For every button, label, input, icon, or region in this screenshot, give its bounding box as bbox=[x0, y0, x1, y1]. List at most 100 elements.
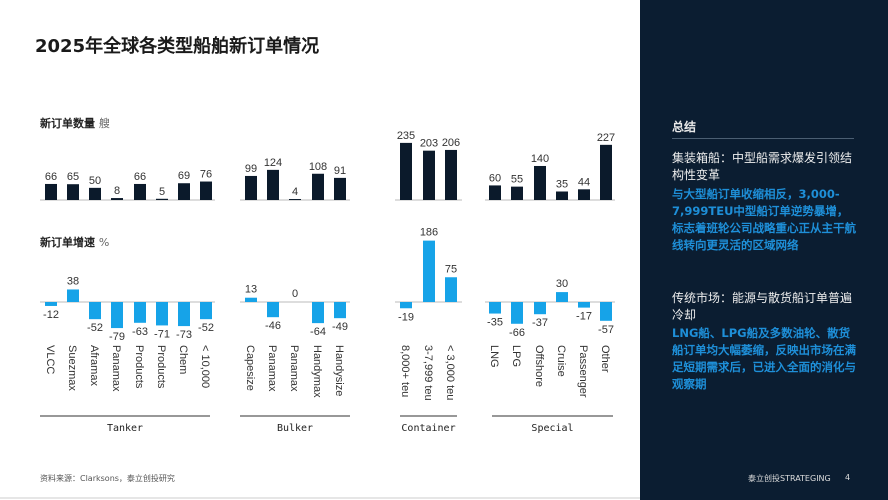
bar-count bbox=[178, 183, 190, 200]
bar-growth bbox=[67, 289, 79, 302]
chart1-title: 新订单数量 艘 bbox=[40, 115, 110, 131]
data-label: 99 bbox=[245, 163, 257, 175]
category-label: Handymax bbox=[311, 345, 323, 398]
data-label: -63 bbox=[132, 326, 148, 338]
page-number: 4 bbox=[845, 473, 851, 482]
data-label: 140 bbox=[531, 153, 549, 165]
category-label: Panamax bbox=[110, 345, 122, 392]
data-label: -12 bbox=[43, 309, 59, 321]
category-label: Products bbox=[155, 345, 167, 389]
summary-body-2: LNG船、LPG船及多数油轮、散货船订单均大幅萎缩，反映出市场在满足短期需求后，… bbox=[672, 326, 856, 391]
category-label: Cruise bbox=[555, 345, 567, 377]
group-label: Bulker bbox=[276, 423, 314, 434]
data-label: 35 bbox=[556, 178, 568, 190]
bar-count bbox=[156, 198, 168, 200]
data-label: 30 bbox=[556, 278, 568, 290]
category-label: LPG bbox=[510, 345, 522, 368]
bar-count bbox=[89, 187, 101, 200]
category-label: Other bbox=[599, 345, 611, 373]
data-label: -66 bbox=[509, 327, 525, 339]
data-label: 5 bbox=[159, 186, 165, 198]
bar-count bbox=[489, 185, 501, 200]
bar-count bbox=[267, 169, 279, 200]
bar-count bbox=[534, 165, 546, 200]
bar-count bbox=[556, 191, 568, 200]
data-label: -57 bbox=[598, 324, 614, 336]
bar-growth bbox=[489, 302, 501, 314]
category-label: Offshore bbox=[533, 345, 545, 387]
data-label: 69 bbox=[178, 170, 190, 182]
bar-growth bbox=[400, 302, 412, 309]
bar-count bbox=[600, 144, 612, 200]
bar-count bbox=[400, 142, 412, 200]
bar-count bbox=[67, 184, 79, 200]
bar-growth bbox=[89, 302, 101, 320]
bar-growth bbox=[200, 302, 212, 320]
data-label: 55 bbox=[511, 174, 523, 186]
bar-count bbox=[289, 199, 301, 201]
bar-growth bbox=[267, 302, 279, 318]
bar-count bbox=[245, 175, 257, 200]
bar-count bbox=[511, 186, 523, 200]
data-label: 13 bbox=[245, 284, 257, 296]
bar-count bbox=[45, 183, 57, 200]
bar-growth bbox=[600, 302, 612, 321]
data-label: -37 bbox=[532, 317, 548, 329]
bar-growth bbox=[534, 302, 546, 315]
bar-count bbox=[578, 189, 590, 200]
category-label: Capesize bbox=[244, 345, 256, 391]
bar-charts: 66 65 50 8 66 5 69 76 99 124 4 108 91 235 203 206 60 55 14… bbox=[0, 130, 640, 499]
data-label: -52 bbox=[87, 322, 103, 334]
category-label: Chem bbox=[177, 345, 189, 375]
bar-growth bbox=[178, 302, 190, 327]
summary-heading-1: 集装箱船：中型船需求爆发引领结构性变革 bbox=[672, 151, 853, 182]
data-label: 75 bbox=[445, 263, 457, 275]
chart2-unit: % bbox=[98, 236, 110, 249]
bar-growth bbox=[511, 302, 523, 324]
data-label: -49 bbox=[332, 321, 348, 333]
data-label: 227 bbox=[597, 132, 615, 144]
source-note: 资料来源：Clarksons，泰立创投研究 bbox=[40, 474, 175, 483]
bar-growth bbox=[312, 302, 324, 324]
category-label: < 10,000 bbox=[199, 345, 211, 389]
bar-growth bbox=[156, 302, 168, 326]
category-label: Aframax bbox=[88, 345, 100, 386]
bar-count bbox=[312, 173, 324, 200]
category-label: Suezmax bbox=[66, 345, 78, 391]
data-label: 60 bbox=[489, 172, 501, 184]
divider bbox=[672, 138, 854, 139]
bar-growth bbox=[423, 240, 435, 302]
category-label: Panamax bbox=[266, 345, 278, 392]
bar-count bbox=[423, 150, 435, 200]
data-label: 65 bbox=[67, 171, 79, 183]
bar-count bbox=[200, 181, 212, 200]
data-label: -71 bbox=[154, 328, 170, 340]
data-label: 235 bbox=[397, 130, 415, 142]
data-label: 0 bbox=[292, 288, 298, 300]
category-label: Handysize bbox=[333, 345, 345, 397]
data-label: 203 bbox=[420, 138, 438, 150]
group-label: Tanker bbox=[106, 423, 144, 434]
summary-panel: 总结 集装箱船：中型船需求爆发引领结构性变革 与大型船订单收缩相反，3,000-… bbox=[640, 0, 888, 500]
data-label: 76 bbox=[200, 169, 212, 181]
group-label: Special bbox=[531, 423, 574, 434]
data-label: -64 bbox=[310, 326, 326, 338]
data-label: 91 bbox=[334, 165, 346, 177]
bar-growth bbox=[134, 302, 146, 323]
data-label: -73 bbox=[176, 329, 192, 341]
summary-heading-2: 传统市场：能源与散货船订单普遍冷却 bbox=[672, 291, 853, 322]
data-label: 124 bbox=[264, 157, 282, 169]
bar-growth bbox=[245, 297, 257, 302]
bar-count bbox=[334, 177, 346, 200]
data-label: 66 bbox=[134, 171, 146, 183]
brand-text: 泰立创投STRATEGING bbox=[748, 474, 831, 483]
category-label: Passenger bbox=[577, 345, 589, 398]
category-label: LNG bbox=[488, 345, 500, 368]
bar-growth bbox=[578, 302, 590, 308]
summary-title: 总结 bbox=[672, 120, 697, 134]
category-label: Panamax bbox=[288, 345, 300, 392]
page-title: 2025年全球各类型船舶新订单情况 bbox=[35, 36, 320, 57]
chart1-unit: 艘 bbox=[98, 117, 110, 130]
data-label: 186 bbox=[420, 227, 438, 239]
data-label: -19 bbox=[398, 311, 414, 323]
